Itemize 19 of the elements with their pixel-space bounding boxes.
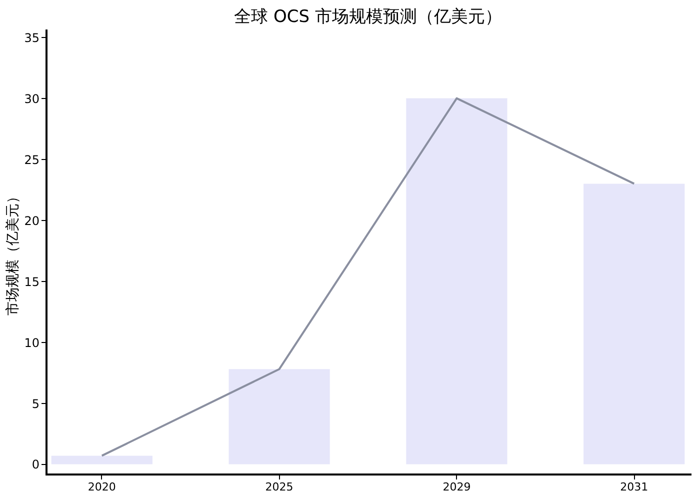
y-tick-label: 5 bbox=[32, 396, 40, 411]
x-tick-label: 2031 bbox=[620, 480, 648, 494]
x-tick-label: 2029 bbox=[442, 480, 471, 494]
x-tick-label: 2025 bbox=[265, 480, 294, 494]
y-tick-label: 15 bbox=[24, 274, 40, 289]
bar bbox=[51, 456, 152, 464]
bar bbox=[406, 98, 508, 464]
y-tick-label: 20 bbox=[24, 214, 40, 228]
bar bbox=[228, 369, 330, 464]
y-tick-label: 0 bbox=[32, 458, 40, 472]
y-axis-title: 市场规模（亿美元） bbox=[5, 190, 22, 316]
bar bbox=[584, 184, 685, 464]
y-tick-label: 10 bbox=[24, 336, 40, 350]
x-tick-label: 2020 bbox=[88, 480, 116, 494]
y-tick-label: 25 bbox=[24, 152, 40, 167]
line-series bbox=[100, 97, 636, 457]
chart-title: 全球 OCS 市场规模预测（亿美元） bbox=[234, 7, 502, 27]
y-tick-label: 30 bbox=[24, 92, 40, 106]
y-tick-label: 35 bbox=[24, 30, 40, 45]
